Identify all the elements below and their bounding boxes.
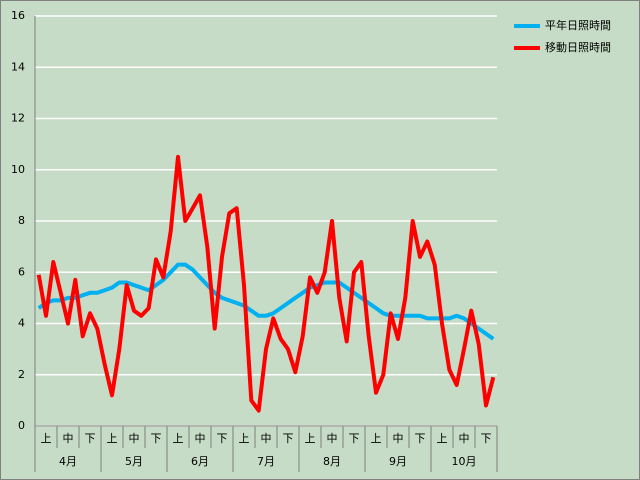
x-tick-label: 下 (349, 432, 360, 445)
x-tick-label: 中 (129, 432, 140, 445)
legend-label: 移動日照時間 (545, 40, 611, 54)
x-tick-label: 下 (85, 432, 96, 445)
x-tick-label: 下 (217, 432, 228, 445)
x-tick-label: 下 (415, 432, 426, 445)
y-tick-label: 4 (18, 317, 25, 330)
x-tick-label: 中 (63, 432, 74, 445)
group-label: 10月 (452, 455, 477, 468)
group-label: 8月 (323, 455, 341, 468)
y-tick-label: 8 (18, 214, 25, 227)
x-tick-label: 上 (107, 432, 118, 445)
series-line (37, 262, 495, 341)
series-line (36, 154, 496, 413)
y-tick-label: 12 (11, 112, 25, 125)
y-tick-label: 14 (11, 60, 25, 73)
x-tick-label: 下 (283, 432, 294, 445)
x-tick-label: 上 (239, 432, 250, 445)
x-tick-label: 中 (261, 432, 272, 445)
x-tick-label: 中 (459, 432, 470, 445)
y-tick-label: 6 (18, 265, 25, 278)
x-tick-label: 中 (195, 432, 206, 445)
x-tick-label: 中 (393, 432, 404, 445)
x-tick-label: 上 (371, 432, 382, 445)
group-label: 7月 (257, 455, 275, 468)
x-tick-label: 上 (305, 432, 316, 445)
x-tick-label: 下 (481, 432, 492, 445)
y-tick-label: 16 (11, 9, 25, 22)
y-tick-label: 0 (18, 419, 25, 432)
group-label: 6月 (191, 455, 209, 468)
x-tick-label: 上 (173, 432, 184, 445)
group-label: 4月 (59, 455, 77, 468)
x-tick-label: 下 (151, 432, 162, 445)
group-label: 9月 (389, 455, 407, 468)
group-label: 5月 (125, 455, 143, 468)
y-tick-label: 10 (11, 163, 25, 176)
x-tick-label: 上 (41, 432, 52, 445)
x-tick-label: 上 (437, 432, 448, 445)
x-tick-label: 中 (327, 432, 338, 445)
legend-label: 平年日照時間 (545, 18, 611, 32)
y-tick-label: 2 (18, 368, 25, 381)
